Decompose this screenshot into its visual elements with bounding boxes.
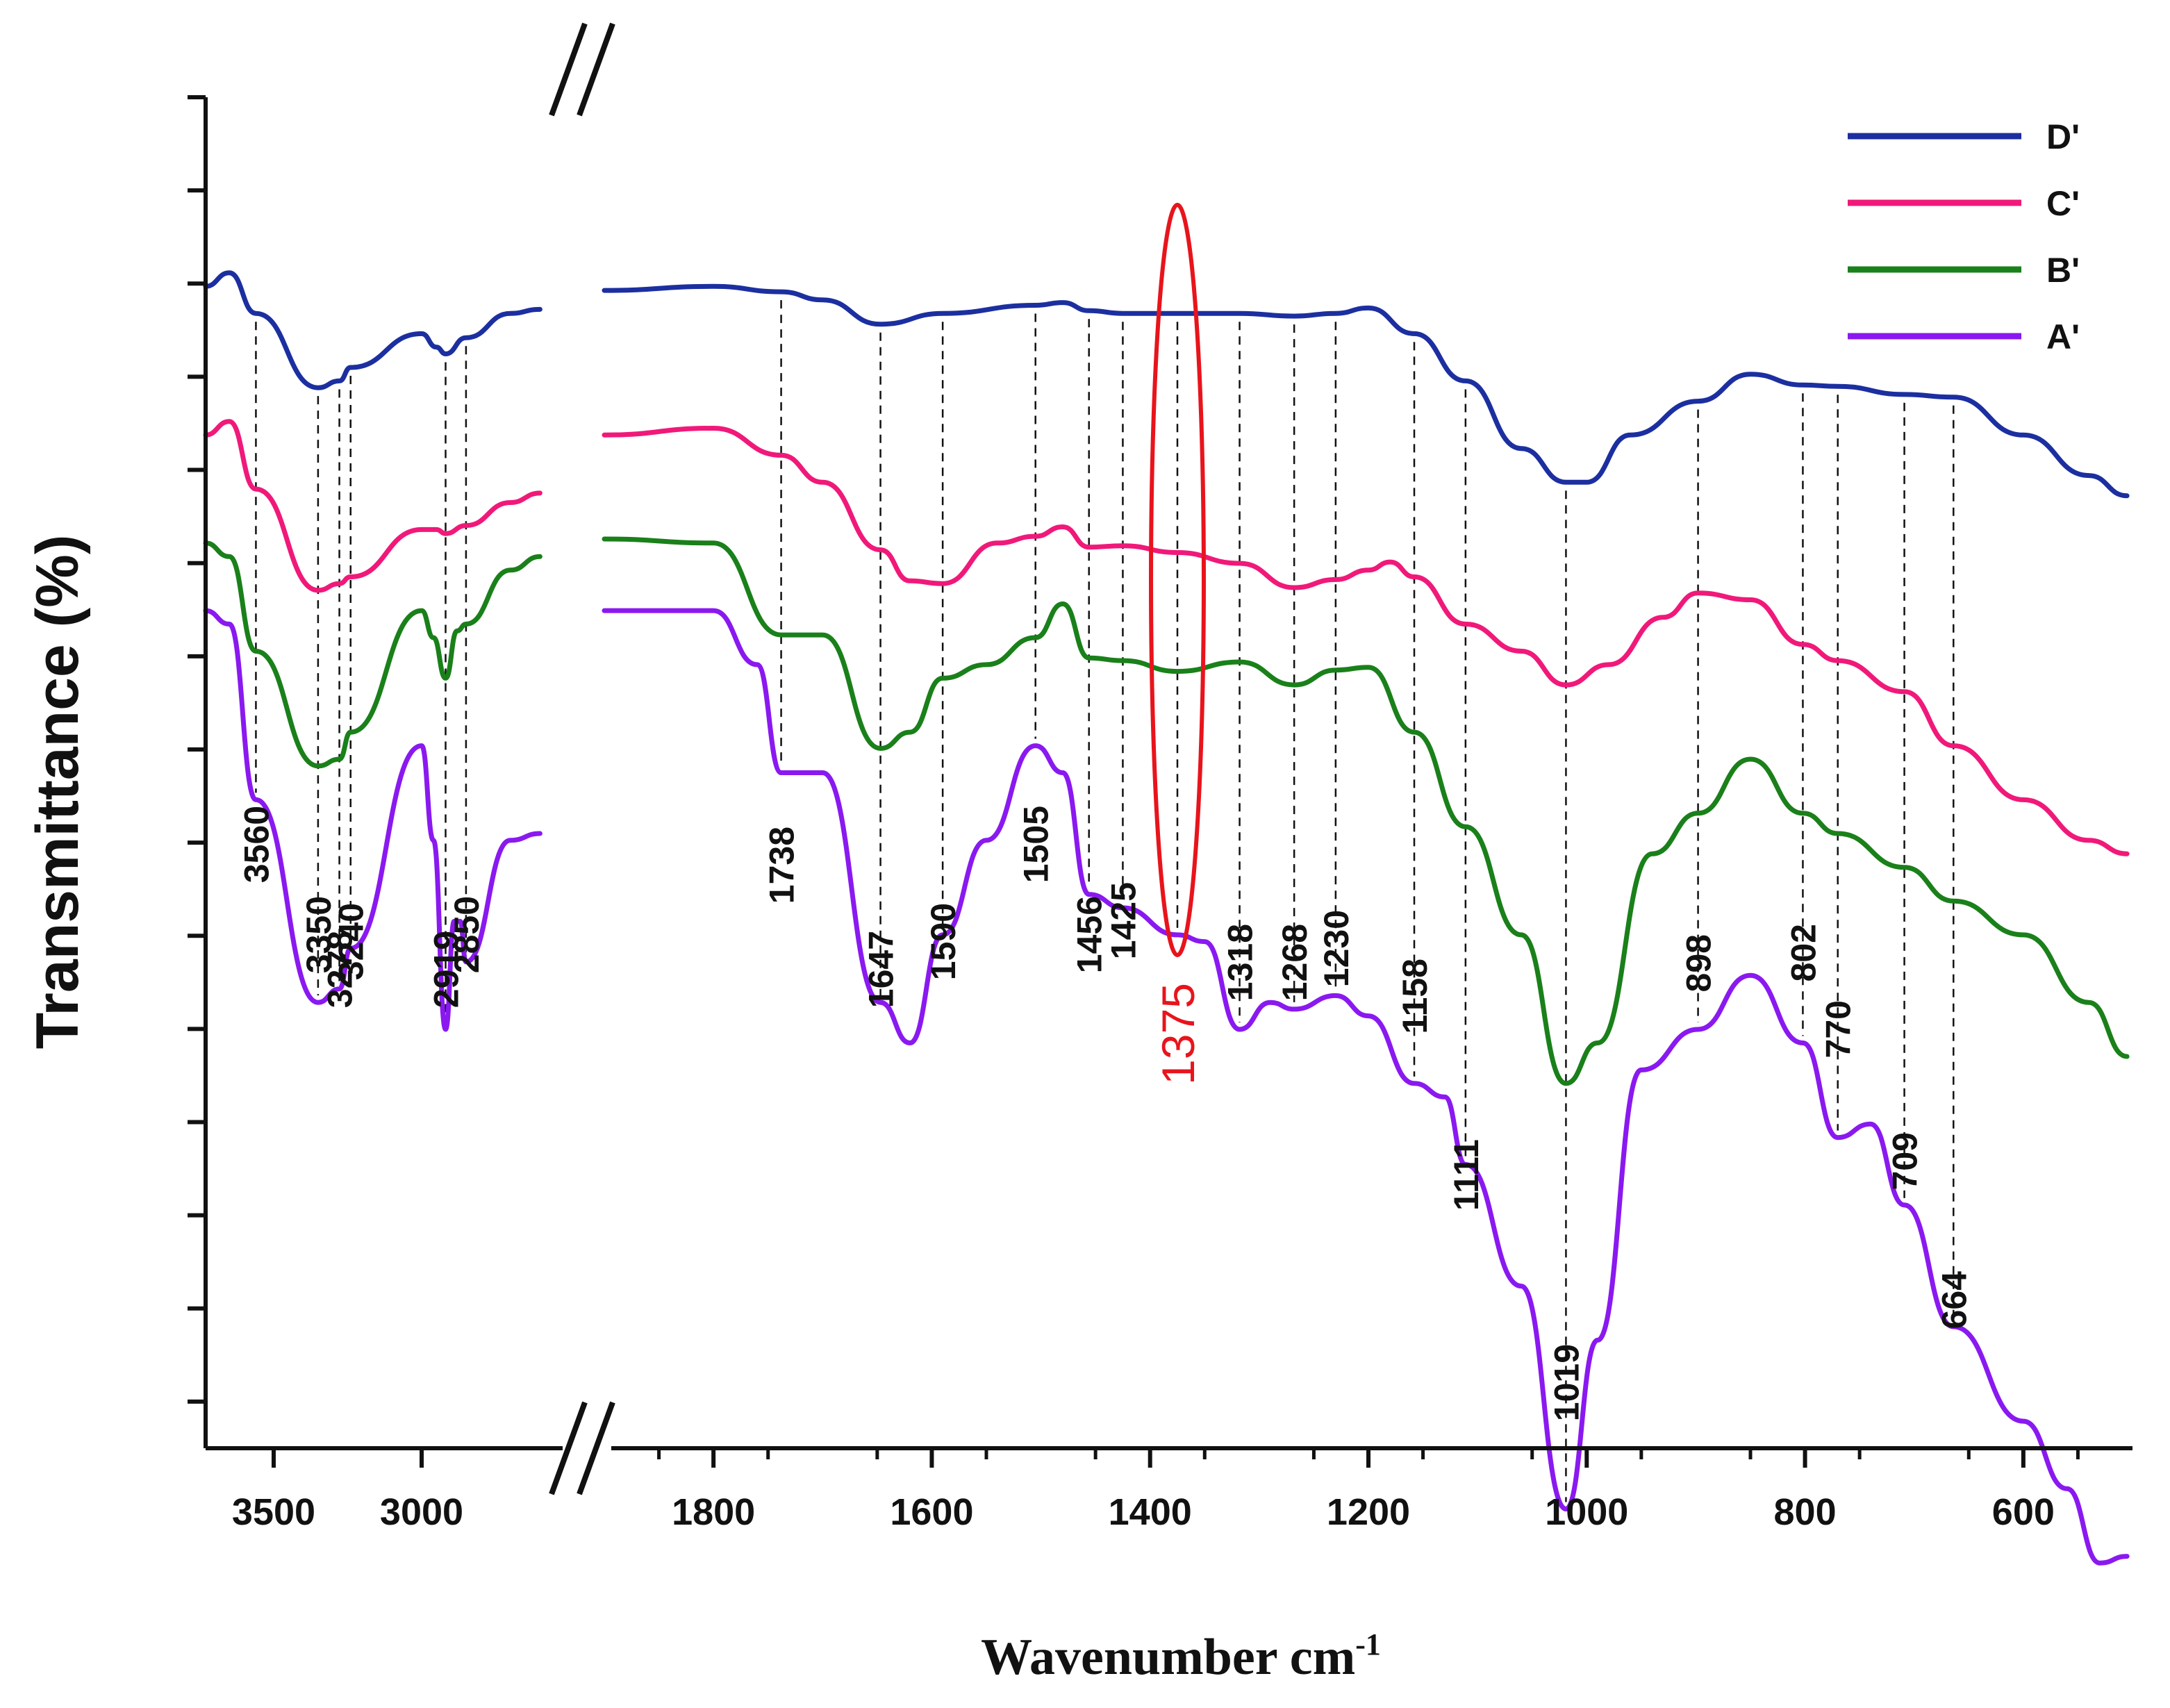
peak-label-1425: 1425 [1104, 882, 1143, 959]
peak-label-3560: 3560 [237, 806, 276, 883]
peak-label-2919: 2919 [427, 931, 466, 1008]
series-line-c-prime-segment-1 [203, 419, 542, 593]
axis-break-mark [577, 22, 615, 117]
peak-label-770: 770 [1819, 1000, 1858, 1058]
peak-label-1505: 1505 [1017, 806, 1056, 883]
peak-label-1456: 1456 [1070, 896, 1109, 973]
x-tick-label: 1000 [1545, 1491, 1628, 1533]
x-tick-label: 1800 [672, 1491, 755, 1533]
x-tick-label: 3500 [232, 1491, 315, 1533]
axes: 3500 3000 1800 1600 1400 1200 1000 800 600 [188, 22, 2132, 1533]
peak-label-898: 898 [1680, 934, 1718, 992]
y-axis-title: Transmittance (%) [24, 535, 91, 1050]
peak-label-3278: 3278 [321, 931, 360, 1008]
x-tick-label: 800 [1774, 1491, 1837, 1533]
axis-break-mark [549, 1401, 588, 1495]
series-line-a-prime-segment-2 [602, 608, 2130, 1566]
legend: D' C' B' A' [1848, 117, 2080, 356]
peak-label-664: 664 [1935, 1271, 1973, 1329]
peak-label-2850: 2850 [447, 896, 486, 973]
peak-label-1019: 1019 [1547, 1344, 1586, 1421]
x-axis-title: Wavenumber cm-1 [981, 1627, 1381, 1686]
peak-label-3350: 3350 [299, 896, 338, 973]
highlight-ellipse-1375 [1149, 203, 1206, 957]
x-axis-title-main: Wavenumber cm [981, 1629, 1355, 1686]
peak-label-1111: 1111 [1447, 1139, 1486, 1211]
axis-break-mark [577, 1401, 615, 1495]
series-line-b-prime-segment-1 [203, 540, 542, 769]
peak-label-1738: 1738 [763, 827, 802, 904]
x-tick-label: 1200 [1327, 1491, 1410, 1533]
peak-label-1230: 1230 [1317, 910, 1356, 987]
x-tick-label: 1600 [890, 1491, 973, 1533]
x-tick-label: 1400 [1109, 1491, 1192, 1533]
axis-break-mark [549, 22, 588, 117]
legend-label-4: A' [2046, 317, 2080, 356]
peak-label-1590: 1590 [924, 903, 963, 980]
spectra [203, 270, 2130, 1566]
peak-label-1318: 1318 [1221, 924, 1260, 1001]
legend-label-1: D' [2046, 117, 2080, 156]
peak-guide-lines [255, 300, 1955, 1502]
x-tick-label: 3000 [380, 1491, 463, 1533]
x-axis-title-superscript: -1 [1355, 1627, 1381, 1661]
peak-label-1268: 1268 [1275, 924, 1314, 1001]
peak-label-1647: 1647 [862, 931, 901, 1008]
legend-label-2: C' [2046, 184, 2080, 223]
series-line-c-prime-segment-2 [602, 426, 2130, 856]
peak-label-1158: 1158 [1395, 959, 1434, 1034]
peak-label-1375: 1375 [1152, 983, 1204, 1085]
series-line-d-prime-segment-1 [203, 270, 542, 390]
x-tick-label: 600 [1992, 1491, 2055, 1533]
axis-titles: Transmittance (%) Wavenumber cm-1 [24, 535, 1381, 1686]
series-line-a-prime-segment-1 [203, 608, 542, 1032]
peak-label-709: 709 [1886, 1132, 1925, 1190]
legend-label-3: B' [2046, 251, 2080, 290]
series-line-d-prime-segment-2 [602, 283, 2130, 499]
peak-label-3240: 3240 [332, 903, 371, 980]
series-line-b-prime-segment-2 [602, 536, 2130, 1086]
peak-label-802: 802 [1784, 924, 1823, 981]
